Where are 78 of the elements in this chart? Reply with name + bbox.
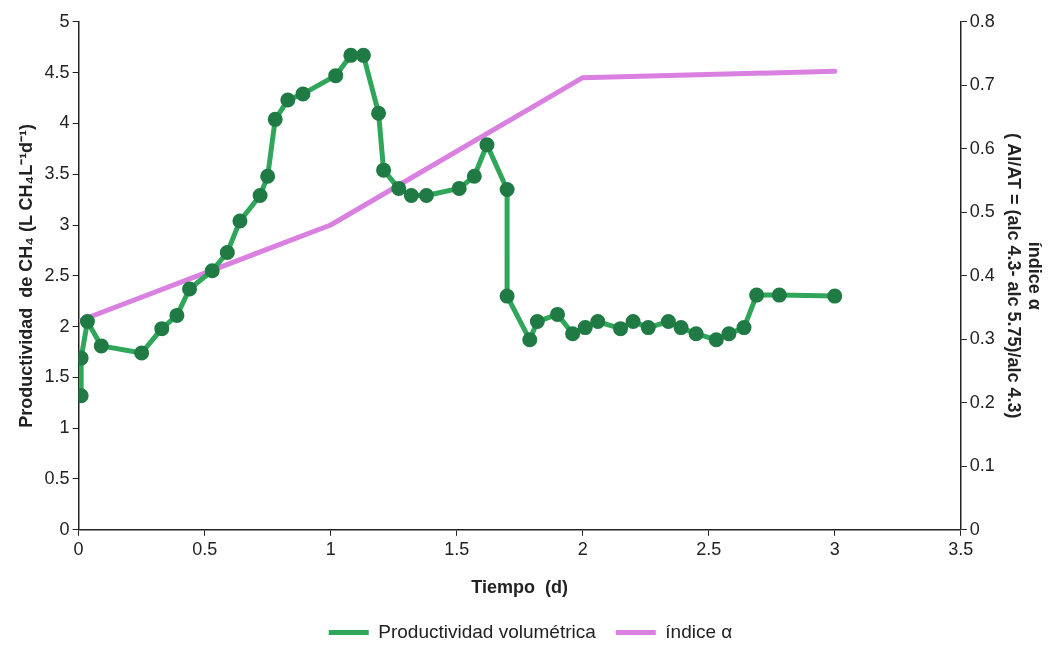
y-tick-label: 2.5 xyxy=(44,264,70,285)
point xyxy=(154,321,170,337)
point xyxy=(219,244,235,260)
point xyxy=(295,86,311,102)
point xyxy=(328,68,344,84)
y-tick-label: 4 xyxy=(59,112,70,133)
point xyxy=(418,188,434,204)
point xyxy=(499,288,515,304)
y2-tick-label: 0.6 xyxy=(969,137,995,158)
y-axis-title: Productividad de CH₄ (L CH₄L⁻¹d⁻¹) xyxy=(15,123,36,428)
point xyxy=(660,314,676,330)
y2-tick-label: 0.8 xyxy=(969,10,995,31)
point xyxy=(613,321,629,337)
y-tick-label: 1 xyxy=(59,417,70,438)
x-tick-label: 1 xyxy=(325,538,336,559)
point xyxy=(252,188,268,204)
point xyxy=(267,111,283,127)
legend-label: índice α xyxy=(665,620,733,642)
point xyxy=(771,287,787,303)
point xyxy=(749,287,765,303)
y-tick-label: 0.5 xyxy=(44,467,70,488)
y-tick-label: 3.5 xyxy=(44,163,70,184)
legend-label: Productividad volumétrica xyxy=(378,620,597,642)
y2-axis-title: índice α ( AI/AT = (alc 4.3- alc 5.75)/alc 4.3) xyxy=(1003,132,1046,419)
x-tick-label: 0 xyxy=(73,538,84,559)
point xyxy=(590,314,606,330)
point xyxy=(577,320,593,336)
point xyxy=(182,281,198,297)
y2-tick-label: 0.5 xyxy=(969,201,995,222)
x-axis-title: Tiempo (d) xyxy=(471,577,569,598)
point xyxy=(134,345,150,361)
point xyxy=(640,320,656,336)
point xyxy=(688,326,704,342)
point xyxy=(451,180,467,196)
y-tick-label: 1.5 xyxy=(44,366,70,387)
point xyxy=(721,326,737,342)
point xyxy=(355,47,371,63)
point xyxy=(522,332,538,348)
point xyxy=(499,181,515,197)
point xyxy=(280,92,296,108)
y2-tick-label: 0.7 xyxy=(969,74,995,95)
point xyxy=(204,263,220,279)
x-tick-label: 3.5 xyxy=(948,538,974,559)
point xyxy=(371,105,387,121)
y2-tick-label: 0.1 xyxy=(969,455,995,476)
point xyxy=(625,314,641,330)
point xyxy=(391,180,407,196)
y-tick-label: 3 xyxy=(59,213,70,234)
x-tick-label: 2.5 xyxy=(696,538,722,559)
point xyxy=(550,306,566,322)
point xyxy=(827,288,843,304)
point xyxy=(169,307,185,323)
point xyxy=(466,168,482,184)
x-tick-label: 1.5 xyxy=(444,538,470,559)
point xyxy=(376,162,392,178)
point xyxy=(260,168,276,184)
point xyxy=(565,326,581,342)
point xyxy=(673,320,689,336)
x-tick-label: 2 xyxy=(577,538,588,559)
y2-tick-label: 0.4 xyxy=(969,264,995,285)
x-tick-label: 3 xyxy=(829,538,840,559)
y-tick-label: 4.5 xyxy=(44,61,70,82)
point xyxy=(479,137,495,153)
point xyxy=(343,47,359,63)
y2-tick-label: 0.3 xyxy=(969,328,995,349)
point xyxy=(708,332,724,348)
y-tick-label: 5 xyxy=(59,10,70,31)
point xyxy=(529,314,545,330)
point xyxy=(93,338,109,354)
y2-tick-label: 0 xyxy=(969,518,980,539)
point xyxy=(232,213,248,229)
y-tick-label: 2 xyxy=(59,315,70,336)
y2-tick-label: 0.2 xyxy=(969,391,995,412)
x-tick-label: 0.5 xyxy=(192,538,218,559)
point xyxy=(79,314,95,330)
point xyxy=(736,320,752,336)
y-tick-label: 0 xyxy=(59,518,70,539)
point xyxy=(403,188,419,204)
